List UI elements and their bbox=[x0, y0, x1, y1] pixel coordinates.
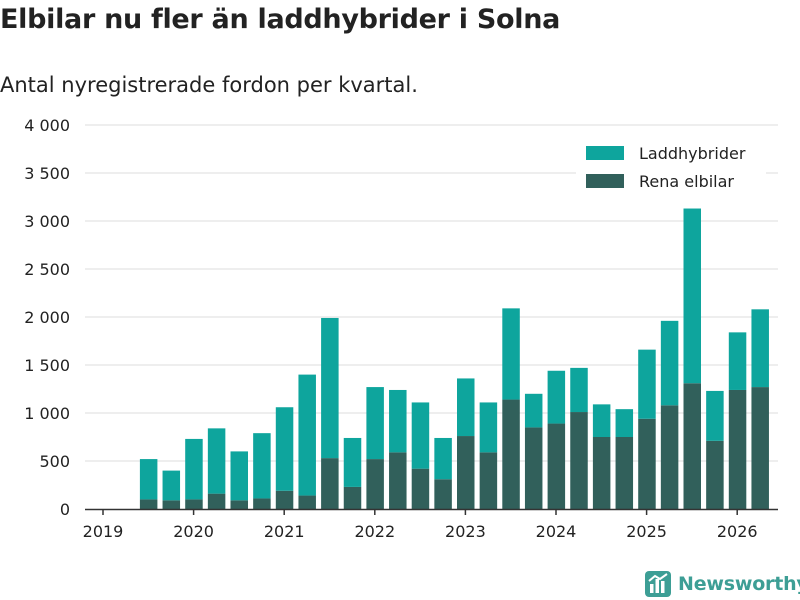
bar-rena-elbilar bbox=[275, 490, 294, 509]
x-axis-ticks: 2019 2020 2021 2022 2023 2024 2025 2026 bbox=[83, 509, 758, 541]
bar-laddhybrider bbox=[570, 367, 588, 413]
bar-laddhybrider bbox=[275, 407, 294, 491]
bar-laddhybrider bbox=[615, 409, 634, 437]
x-tick-label: 2026 bbox=[717, 522, 758, 541]
bar-laddhybrider bbox=[683, 208, 701, 384]
bar-rena-elbilar bbox=[592, 437, 611, 509]
bar-laddhybrider bbox=[253, 433, 271, 499]
bar-laddhybrider bbox=[547, 370, 566, 424]
bar-laddhybrider bbox=[502, 308, 520, 400]
x-tick-label: 2025 bbox=[626, 522, 667, 541]
bar-rena-elbilar bbox=[253, 498, 271, 509]
bar-rena-elbilar bbox=[683, 383, 701, 509]
bar-rena-elbilar bbox=[366, 459, 384, 509]
bar-rena-elbilar bbox=[524, 427, 543, 509]
legend: Laddhybrider Rena elbilar bbox=[576, 138, 766, 200]
bar-laddhybrider bbox=[411, 402, 430, 469]
bar-laddhybrider bbox=[592, 404, 611, 437]
legend-label-hybrid: Laddhybrider bbox=[639, 144, 746, 163]
bar-rena-elbilar bbox=[457, 436, 475, 509]
y-tick-label: 3 000 bbox=[24, 212, 70, 231]
bar-rena-elbilar bbox=[660, 405, 679, 509]
y-tick-label: 2 500 bbox=[24, 260, 70, 279]
bar-rena-elbilar bbox=[230, 500, 248, 509]
bar-rena-elbilar bbox=[139, 499, 158, 509]
bar-rena-elbilar bbox=[502, 399, 520, 509]
chart-subtitle: Antal nyregistrerade fordon per kvartal. bbox=[0, 73, 418, 97]
bar-laddhybrider bbox=[366, 387, 384, 460]
bar-laddhybrider bbox=[479, 402, 498, 453]
newsworthy-logo-icon bbox=[645, 571, 671, 597]
bar-rena-elbilar bbox=[321, 458, 339, 509]
bar-rena-elbilar bbox=[615, 437, 634, 509]
bar-rena-elbilar bbox=[638, 418, 656, 509]
bar-laddhybrider bbox=[638, 349, 656, 419]
y-tick-label: 0 bbox=[60, 500, 70, 519]
legend-label-electric: Rena elbilar bbox=[639, 172, 734, 191]
bar-rena-elbilar bbox=[728, 389, 747, 509]
y-axis-tick-labels: 0 500 1 000 1 500 2 000 2 500 3 000 3 500 4 000 bbox=[24, 116, 70, 519]
bar-laddhybrider bbox=[321, 317, 339, 459]
bar-laddhybrider bbox=[457, 378, 475, 437]
bar-rena-elbilar bbox=[389, 452, 407, 509]
y-tick-label: 2 000 bbox=[24, 308, 70, 327]
x-tick-label: 2021 bbox=[264, 522, 305, 541]
y-tick-label: 1 500 bbox=[24, 356, 70, 375]
bar-laddhybrider bbox=[139, 459, 158, 500]
brand-logo: Newsworthy bbox=[644, 570, 800, 598]
bar-laddhybrider bbox=[207, 428, 226, 494]
bar-laddhybrider bbox=[434, 437, 452, 480]
y-tick-label: 3 500 bbox=[24, 164, 70, 183]
bar-laddhybrider bbox=[751, 309, 769, 388]
bar-laddhybrider bbox=[524, 393, 543, 428]
bar-laddhybrider bbox=[230, 451, 248, 501]
x-tick-label: 2024 bbox=[536, 522, 577, 541]
bar-rena-elbilar bbox=[207, 493, 226, 509]
brand-name: Newsworthy bbox=[678, 573, 800, 595]
bar-laddhybrider bbox=[389, 389, 407, 453]
bar-rena-elbilar bbox=[751, 387, 769, 509]
y-tick-label: 500 bbox=[39, 452, 70, 471]
bar-rena-elbilar bbox=[411, 468, 430, 509]
bar-rena-elbilar bbox=[547, 423, 566, 509]
bar-laddhybrider bbox=[706, 390, 724, 441]
x-tick-label: 2023 bbox=[445, 522, 486, 541]
bar-rena-elbilar bbox=[185, 499, 203, 509]
bar-laddhybrider bbox=[185, 438, 203, 500]
bar-rena-elbilar bbox=[479, 452, 498, 509]
bar-rena-elbilar bbox=[298, 495, 316, 509]
bar-laddhybrider bbox=[162, 470, 181, 501]
bar-laddhybrider bbox=[298, 374, 316, 496]
bar-laddhybrider bbox=[728, 332, 747, 390]
x-tick-label: 2022 bbox=[354, 522, 395, 541]
bar-laddhybrider bbox=[343, 437, 362, 487]
y-tick-label: 1 000 bbox=[24, 404, 70, 423]
bar-rena-elbilar bbox=[570, 412, 588, 509]
chart-title: Elbilar nu fler än laddhybrider i Solna bbox=[0, 4, 561, 35]
x-tick-label: 2019 bbox=[83, 522, 124, 541]
bar-laddhybrider bbox=[660, 320, 679, 406]
legend-swatch-electric bbox=[586, 174, 624, 188]
bars bbox=[139, 208, 769, 509]
x-tick-label: 2020 bbox=[173, 522, 214, 541]
bar-rena-elbilar bbox=[343, 486, 362, 509]
bar-rena-elbilar bbox=[706, 440, 724, 509]
y-tick-label: 4 000 bbox=[24, 116, 70, 135]
legend-swatch-hybrid bbox=[586, 146, 624, 160]
bar-rena-elbilar bbox=[162, 500, 181, 509]
bar-rena-elbilar bbox=[434, 479, 452, 509]
